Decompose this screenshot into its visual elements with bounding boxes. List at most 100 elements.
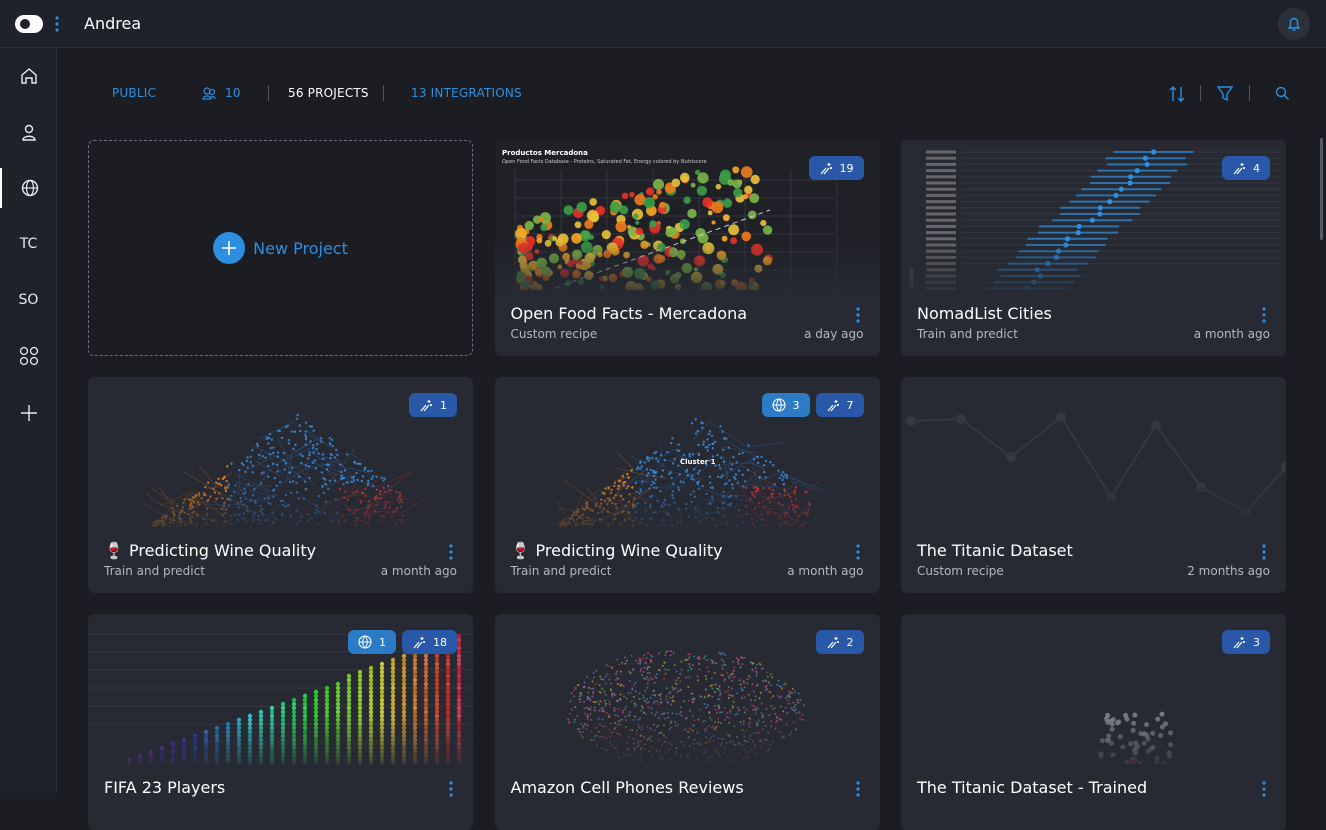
thumb-dot xyxy=(721,711,723,713)
thumb-dot xyxy=(701,427,703,429)
icon-part xyxy=(1234,637,1245,648)
filter[interactable] xyxy=(1217,86,1233,102)
thumb-dot xyxy=(570,708,572,710)
integrations-tab[interactable]: 13 INTEGRATIONS xyxy=(411,86,522,100)
thumb-dot xyxy=(303,702,307,706)
thumb-dot xyxy=(624,657,626,659)
thumb-dot xyxy=(380,662,384,666)
project-card[interactable]: Cluster 1Cluster 437🍷 Predicting Wine Qu… xyxy=(495,377,880,593)
thumb-dot xyxy=(424,678,428,682)
thumb-dot xyxy=(688,663,690,665)
public-tab[interactable]: PUBLIC xyxy=(112,86,156,100)
thumb-label xyxy=(926,163,956,166)
thumbnail-fade xyxy=(901,714,1286,774)
thumb-dot xyxy=(347,706,351,710)
sort[interactable] xyxy=(1168,85,1186,103)
search[interactable] xyxy=(1275,86,1289,100)
thumb-dot xyxy=(340,471,342,473)
thumb-dot xyxy=(573,689,575,691)
workspace[interactable]: TC xyxy=(0,224,57,264)
new-project-card[interactable]: New Project xyxy=(88,140,473,356)
project-menu[interactable] xyxy=(1262,781,1266,797)
thumb-dot xyxy=(260,472,262,474)
notifications[interactable] xyxy=(1278,8,1310,40)
project-time: a month ago xyxy=(1194,327,1270,341)
thumb-dot xyxy=(347,702,351,706)
project-menu[interactable] xyxy=(856,544,860,560)
thumb-dot xyxy=(591,680,593,682)
thumb-dot xyxy=(708,430,710,432)
thumb-dot xyxy=(727,677,729,679)
thumb-dot xyxy=(588,708,590,710)
project-menu[interactable] xyxy=(449,544,453,560)
thumb-dot xyxy=(1119,187,1124,192)
icon-part xyxy=(414,637,425,648)
thumb-dot xyxy=(722,661,724,663)
thumb-dot xyxy=(652,702,654,704)
runs-icon xyxy=(1232,161,1246,175)
menu-dots[interactable] xyxy=(54,16,60,32)
thumb-dot xyxy=(307,457,309,459)
project-menu[interactable] xyxy=(1262,544,1266,560)
thumb-dot xyxy=(1145,162,1150,167)
thumb-dot xyxy=(603,691,605,693)
thumb-dot xyxy=(737,706,739,708)
project-time: a day ago xyxy=(804,327,863,341)
thumb-dot xyxy=(583,686,585,688)
thumb-dot xyxy=(673,682,675,684)
project-menu[interactable] xyxy=(856,307,860,323)
thumb-dot xyxy=(766,675,768,677)
thumb-dot xyxy=(746,682,748,684)
thumb-dot xyxy=(793,691,795,693)
profile[interactable] xyxy=(0,112,57,152)
thumb-dot xyxy=(694,432,696,434)
thumb-dot xyxy=(697,454,699,456)
thumb-dot xyxy=(606,673,608,675)
thumb-dot xyxy=(358,678,362,682)
apps[interactable] xyxy=(0,336,57,376)
thumb-dot xyxy=(724,691,726,693)
project-menu[interactable] xyxy=(856,781,860,797)
thumb-dot xyxy=(755,671,757,673)
thumb-dot xyxy=(655,677,657,679)
project-menu[interactable] xyxy=(1262,307,1266,323)
add[interactable] xyxy=(0,393,57,433)
thumb-dot xyxy=(688,710,690,712)
thumb-dot xyxy=(402,666,406,670)
thumb-dot xyxy=(353,461,355,463)
logo[interactable] xyxy=(15,13,43,35)
public[interactable] xyxy=(0,168,57,208)
thumb-dot xyxy=(358,690,362,694)
workspace[interactable]: SO xyxy=(0,280,57,320)
thumb-dot xyxy=(652,179,663,190)
thumb-dot xyxy=(602,679,604,681)
thumb-dot xyxy=(317,452,319,454)
menu-dot xyxy=(1262,307,1265,310)
thumb-dot xyxy=(625,706,627,708)
thumb-dot xyxy=(732,701,734,703)
thumb-dot xyxy=(613,709,615,711)
thumb-dot xyxy=(256,443,258,445)
thumb-dot xyxy=(590,706,592,708)
thumb-dot xyxy=(710,434,712,436)
project-menu[interactable] xyxy=(449,781,453,797)
home[interactable] xyxy=(0,56,57,96)
thumb-dot xyxy=(358,670,362,674)
members-tab[interactable]: 10 xyxy=(225,86,241,100)
thumb-dot xyxy=(675,670,677,672)
projects-tab[interactable]: 56 PROJECTS xyxy=(288,86,369,100)
thumb-dot xyxy=(667,702,669,704)
thumb-dot xyxy=(244,471,246,473)
scrollbar[interactable] xyxy=(1320,138,1323,240)
thumb-dot xyxy=(457,694,461,698)
badges: 1 xyxy=(409,393,457,417)
icon-part xyxy=(1234,163,1245,174)
menu-dot xyxy=(1262,793,1265,796)
